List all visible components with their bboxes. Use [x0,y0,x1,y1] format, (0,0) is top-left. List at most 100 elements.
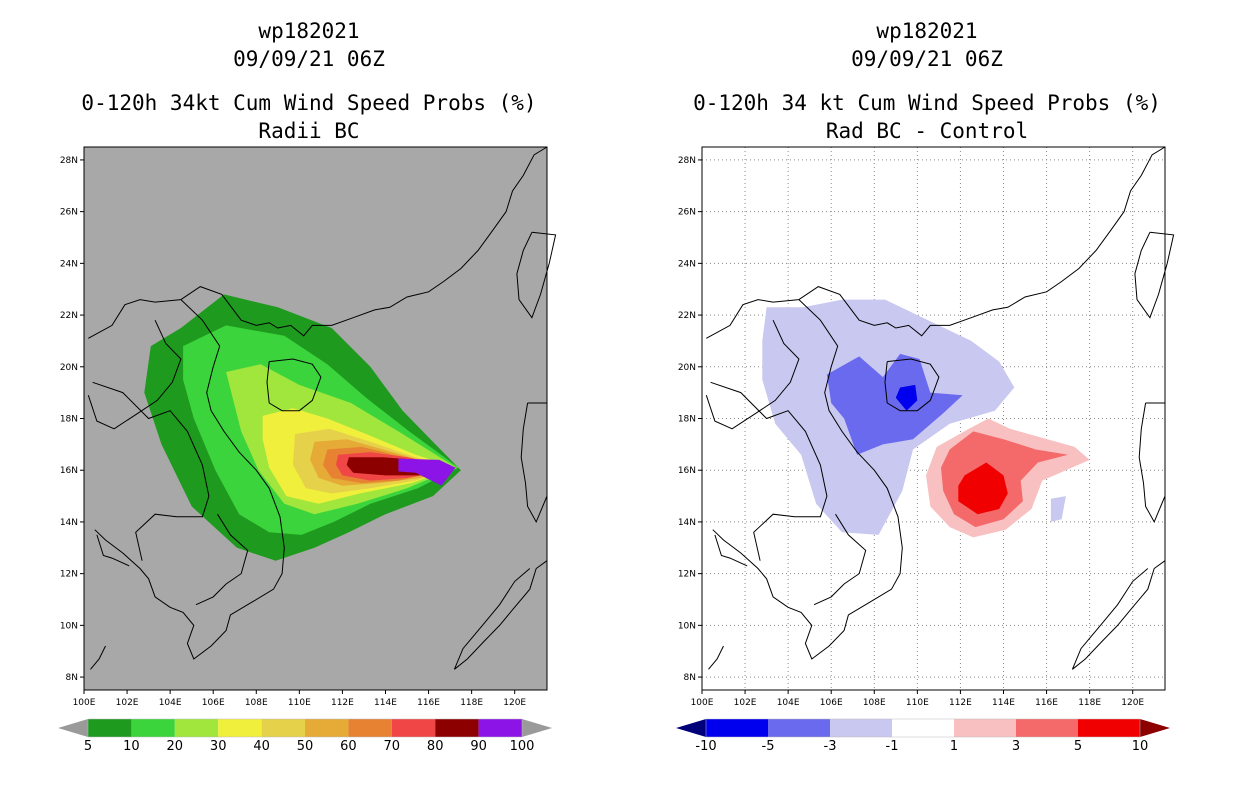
right-coastline [884,358,940,412]
right-colorbar-swatch [830,719,892,737]
left-y-tick-label: 16N [60,466,78,476]
left-colorbar-swatch [348,719,392,737]
right-coastline [714,534,748,567]
left-colorbar-label: 5 [84,739,92,754]
left-x-tick-label: 116E [417,698,440,708]
right-coastline [705,319,800,430]
right-contour-neg5 [895,384,918,411]
left-coastline [87,319,182,430]
right-y-tick-label: 16N [678,466,696,476]
right-colorbar-label: 1 [950,739,958,754]
right-colorbar-swatch [1078,719,1140,737]
right-contour-5 [958,462,1008,515]
right-y-tick-label: 8N [684,673,696,683]
left-colorbar-swatch [131,719,175,737]
right-y-tick-label: 26N [678,208,696,218]
left-colorbar-outline [87,718,523,738]
left-coastline [516,231,557,319]
right-colorbar-label: -3 [824,739,837,754]
left-colorbar-label: 40 [253,739,270,754]
right-colorbar-swatch [954,719,1016,737]
right-x-tick-label: 102E [734,698,757,708]
right-y-tick-label: 24N [678,259,696,269]
left-y-tick-label: 10N [60,621,78,631]
left-x-tick-label: 112E [331,698,354,708]
left-colorbar-swatch [88,719,132,737]
left-colorbar-swatch [478,719,522,737]
right-x-tick-label: 100E [691,698,714,708]
left-colorbar-label: 90 [470,739,487,754]
right-y-tick-label: 18N [678,415,696,425]
left-chart-panel: wp182021 09/09/21 06Z 0-120h 34kt Cum Wi… [58,19,557,754]
left-y-tick-label: 26N [60,208,78,218]
left-x-tick-label: 100E [73,698,96,708]
left-coastline [88,299,181,339]
right-y-tick-label: 14N [678,518,696,528]
left-y-tick-label: 14N [60,518,78,528]
left-coastline [266,358,322,412]
right-coastline [1071,560,1166,670]
left-colorbar-label: 60 [340,739,357,754]
left-x-tick-label: 108E [245,698,268,708]
left-colorbar-label: 10 [123,739,140,754]
left-coastline [92,381,210,561]
right-coastline [798,146,1166,337]
left-colorbar-label: 100 [510,739,535,754]
right-colorbar-swatch [1140,719,1170,737]
left-colorbar-swatch [522,719,552,737]
left-coastline [96,534,130,567]
left-x-tick-label: 118E [460,698,483,708]
right-x-tick-label: 110E [906,698,929,708]
right-colorbar-swatch [768,719,830,737]
right-y-tick-label: 12N [678,570,696,580]
left-colorbar-label: 50 [297,739,314,754]
left-x-tick-label: 120E [503,698,526,708]
right-colorbar-label: -1 [886,739,899,754]
left-x-tick-label: 102E [116,698,139,708]
right-colorbar-swatch [1016,719,1078,737]
left-colorbar-swatch [261,719,305,737]
left-coastline [180,146,548,337]
right-x-tick-label: 118E [1078,698,1101,708]
left-chart-title: 0-120h 34kt Cum Wind Speed Probs (%) [81,91,537,115]
left-chart-datetime: 09/09/21 06Z [233,47,385,71]
right-y-tick-label: 28N [678,156,696,166]
left-y-tick-label: 12N [60,570,78,580]
right-x-tick-label: 116E [1035,698,1058,708]
left-y-tick-label: 8N [66,673,78,683]
right-chart-datetime: 09/09/21 06Z [851,47,1003,71]
right-coastline [706,299,799,339]
left-coastline [94,299,285,660]
right-chart-svg: 100E 102E 104E 106E 108E 110E 112E 114E 116E 118E… [676,146,1175,754]
right-colorbar-label: 10 [1132,739,1149,754]
left-y-tick-label: 28N [60,156,78,166]
left-coastline [453,560,548,670]
left-colorbar-label: 20 [167,739,184,754]
left-colorbar-swatch [58,719,88,737]
right-y-tick-label: 10N [678,621,696,631]
left-colorbar-swatch [391,719,436,737]
left-colorbar-label: 30 [210,739,227,754]
left-x-tick-label: 114E [374,698,397,708]
right-coastline [813,513,867,606]
right-colorbar-outline [705,718,1141,738]
right-colorbar-label: -10 [695,739,716,754]
left-colorbar-swatch [174,719,219,737]
right-x-tick-label: 120E [1121,698,1144,708]
right-x-tick-label: 106E [820,698,843,708]
right-y-tick-label: 20N [678,363,696,373]
left-chart-storm-id: wp182021 [258,19,360,43]
right-chart-panel: wp182021 09/09/21 06Z 0-120h 34 kt Cum W… [618,0,1236,800]
right-x-tick-label: 112E [949,698,972,708]
left-colorbar-swatch [218,719,262,737]
right-coastline [710,381,828,561]
right-x-tick-label: 104E [777,698,800,708]
left-chart-svg: 100E 102E 104E 106E 108E 110E 112E 114E 116E 118E… [58,146,557,754]
left-colorbar-label: 80 [427,739,444,754]
left-colorbar-label: 70 [384,739,401,754]
right-colorbar-label: 3 [1012,739,1020,754]
left-chart-subtitle: Radii BC [258,119,360,143]
right-chart-title: 0-120h 34 kt Cum Wind Speed Probs (%) [693,91,1161,115]
right-contour-neg1 [1050,496,1066,522]
right-x-tick-label: 114E [992,698,1015,708]
